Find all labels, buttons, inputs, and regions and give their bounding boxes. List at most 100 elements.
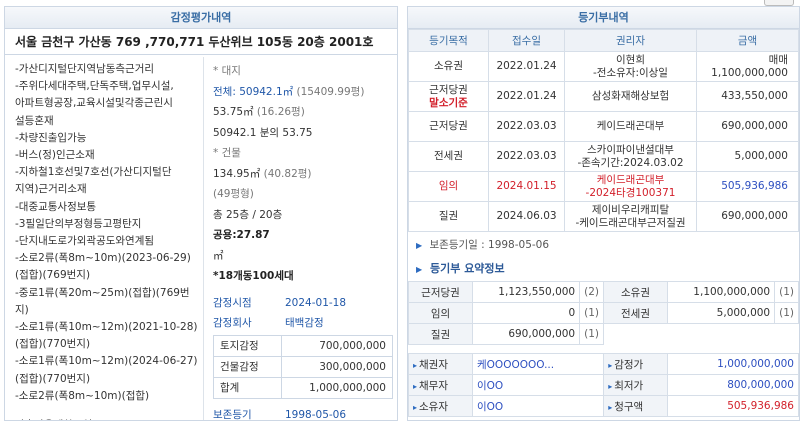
- registry-date: 2022.01.24: [488, 51, 565, 82]
- price-value: 800,000,000: [667, 374, 799, 396]
- registry-purpose-cell: 소유권: [408, 51, 489, 82]
- registry-purpose-cell: 임의: [408, 171, 489, 202]
- registry-purpose: 전세권: [434, 150, 463, 162]
- registry-panel: 등기부내역 등기목적 접수일 권리자 금액 소유권 2022.01.24 이현희 -전…: [407, 6, 800, 421]
- table-row[interactable]: 소유권 2022.01.24 이현희 -전소유자:이상일 매매1,100,000,000: [408, 51, 799, 82]
- bullet-icon: ▸: [608, 381, 613, 391]
- location-note-line: [15, 405, 203, 417]
- area-details: * 대지 전체: 50942.1㎡ (15409.99평) 53.75㎡ (16…: [205, 57, 397, 420]
- location-notes: -가산디지털단지역남동측근거리 -주위다세대주택,단독주택,업무시설, 아파트형공장…: [5, 57, 204, 420]
- bullet-icon: ▶: [416, 241, 423, 250]
- table-row: 토지감정 700,000,000: [213, 334, 393, 357]
- column-header-amount: 금액: [696, 29, 799, 52]
- registry-holder-cell: 스카이파이낸셜대부 -존속기간:2024.03.02: [564, 141, 697, 172]
- registry-holder: 삼성화재해상보험: [591, 90, 670, 102]
- registry-holder-detail: -전소유자:이상일: [593, 66, 668, 79]
- location-note-line: -3필일단의부정형등고평탄지: [15, 217, 142, 230]
- party-label: 소유자: [419, 400, 448, 413]
- table-row: 임의 0 (1) 전세권 5,000,000 (1): [408, 302, 799, 324]
- land-share-pyeong: (16.26평): [256, 106, 305, 118]
- registry-date: 2022.01.24: [488, 81, 565, 112]
- table-row[interactable]: 전세권 2022.03.03 스카이파이낸셜대부 -존속기간:2024.03.02 5,…: [408, 141, 799, 172]
- summary-value: 0: [471, 302, 581, 324]
- appraisal-panel-title: 감정평가내역: [5, 7, 397, 29]
- land-appraisal-value: 700,000,000: [281, 334, 393, 357]
- table-row[interactable]: 임의 2024.01.15 케이드래곤대부 -2024타경100371 505,936,…: [408, 171, 799, 202]
- registry-holder-cell: 제이비우리캐피탈 -케이드래곤대부근저질권: [564, 201, 697, 232]
- scroll-top-button[interactable]: [764, 0, 794, 6]
- registry-amount: 505,936,986: [696, 171, 799, 202]
- party-label: 채무자: [419, 379, 448, 392]
- table-row: 건물감정 300,000,000: [213, 355, 393, 378]
- appraisal-total-value: 1,000,000,000: [281, 376, 393, 399]
- table-row[interactable]: 질권 2024.06.03 제이비우리캐피탈 -케이드래곤대부근저질권 690,000,…: [408, 201, 799, 232]
- summary-value: 690,000,000: [471, 323, 581, 345]
- location-note-line: 지): [15, 303, 29, 316]
- location-note-line: (접합)(770번지): [15, 372, 91, 385]
- table-row: 합계 1,000,000,000: [213, 376, 393, 399]
- registry-purpose: 질권: [438, 210, 459, 222]
- column-header-purpose: 등기목적: [408, 29, 489, 52]
- registry-amount: 매매1,100,000,000: [696, 51, 799, 82]
- location-note-line: (접합)(770번지): [15, 338, 91, 351]
- registry-amount: 690,000,000: [696, 111, 799, 142]
- party-value[interactable]: 이OO: [471, 374, 605, 396]
- appraisal-panel: 감정평가내역 서울 금천구 가산동 769 ,770,771 두산위브 105동…: [4, 6, 398, 421]
- registry-amount: 433,550,000: [696, 81, 799, 112]
- preserve-date-note: 보존등기일 : 1998-05-06: [429, 239, 550, 251]
- registry-purpose: 근저당권: [429, 120, 468, 132]
- summary-value: 5,000,000: [666, 302, 776, 324]
- location-note-line: -주위다세대주택,단독주택,업무시설,: [15, 80, 174, 93]
- summary-table: 근저당권 1,123,550,000 (2) 소유권 1,100,000,000 (1) 임…: [408, 281, 799, 345]
- registry-purpose: 임의: [438, 180, 459, 192]
- property-address: 서울 금천구 가산동 769 ,770,771 두산위브 105동 20층 20…: [5, 29, 397, 55]
- registry-holder: 케이드래곤대부: [596, 120, 665, 132]
- land-total-value: 50942.1㎡: [239, 85, 294, 98]
- land-header: * 대지: [213, 65, 241, 77]
- registry-purpose: 근저당권: [429, 83, 468, 96]
- location-note-line: -소로1류(폭10m~12m)(2021-10-28): [15, 321, 198, 334]
- location-note-line: 아파트형공장,교육시설및각종근린시: [15, 97, 173, 110]
- building-area: 134.95㎡: [213, 167, 261, 180]
- building-appraisal-label: 건물감정: [213, 355, 282, 378]
- registry-date: 2022.03.03: [488, 141, 565, 172]
- building-common-unit: ㎡: [213, 249, 224, 262]
- table-row[interactable]: 근저당권 말소기준 2022.01.24 삼성화재해상보험 433,550,000: [408, 81, 799, 112]
- registry-purpose-cell: 전세권: [408, 141, 489, 172]
- registry-purpose: 소유권: [434, 60, 463, 72]
- appraisal-date-label: 감정시점: [213, 296, 252, 309]
- registry-holder: 케이드래곤대부: [596, 173, 665, 186]
- building-floors: 총 25층 / 20층: [213, 208, 283, 221]
- registry-date: 2024.01.15: [488, 171, 565, 202]
- registry-holder-detail: -케이드래곤대부근저질권: [575, 216, 686, 229]
- location-note-line: -버스(정)인근소재: [15, 149, 95, 162]
- summary-label: 임의: [408, 302, 473, 324]
- table-row[interactable]: 근저당권 2022.03.03 케이드래곤대부 690,000,000: [408, 111, 799, 142]
- location-note-line: -단지내도로가외곽공도와연계됨: [15, 235, 155, 248]
- location-note-line: (접합)(769번지): [15, 269, 91, 282]
- table-row: ▸ 소유자 이OO ▸ 청구액 505,936,986: [408, 395, 799, 417]
- location-note-line: -소로2류(폭8m~10m)(접합): [15, 389, 150, 402]
- bullet-icon: ▸: [413, 381, 418, 391]
- registry-date: 2024.06.03: [488, 201, 565, 232]
- table-row: 질권 690,000,000 (1): [408, 323, 799, 345]
- summary-count: (1): [579, 302, 604, 324]
- parties-table: ▸ 채권자 케OOOOOOO... ▸ 감정가 1,000,000,000 ▸ 채무자 이OO ▸…: [408, 353, 799, 417]
- appraisal-total-label: 합계: [213, 376, 282, 399]
- registry-holder-detail: -존속기간:2024.03.02: [577, 156, 684, 169]
- appraisal-company-value: 태백감정: [285, 316, 324, 329]
- preserve-registry-label: 보존등기: [213, 408, 252, 421]
- land-appraisal-label: 토지감정: [213, 334, 282, 357]
- party-label: 채권자: [419, 358, 448, 371]
- registry-table: 등기목적 접수일 권리자 금액 소유권 2022.01.24 이현희 -전소유자:이상…: [408, 29, 799, 232]
- appraisal-company-label: 감정회사: [213, 316, 252, 329]
- cancellation-basis-badge: 말소기준: [429, 96, 468, 109]
- registry-holder-cell: 삼성화재해상보험: [564, 81, 697, 112]
- summary-count: (1): [579, 323, 604, 345]
- registry-date: 2022.03.03: [488, 111, 565, 142]
- party-value[interactable]: 이OO: [471, 395, 605, 417]
- bullet-icon: ▶: [416, 265, 423, 274]
- party-value[interactable]: 케OOOOOOO...: [471, 353, 605, 375]
- building-appraisal-value: 300,000,000: [281, 355, 393, 378]
- registry-holder-detail: -2024타경100371: [585, 186, 676, 199]
